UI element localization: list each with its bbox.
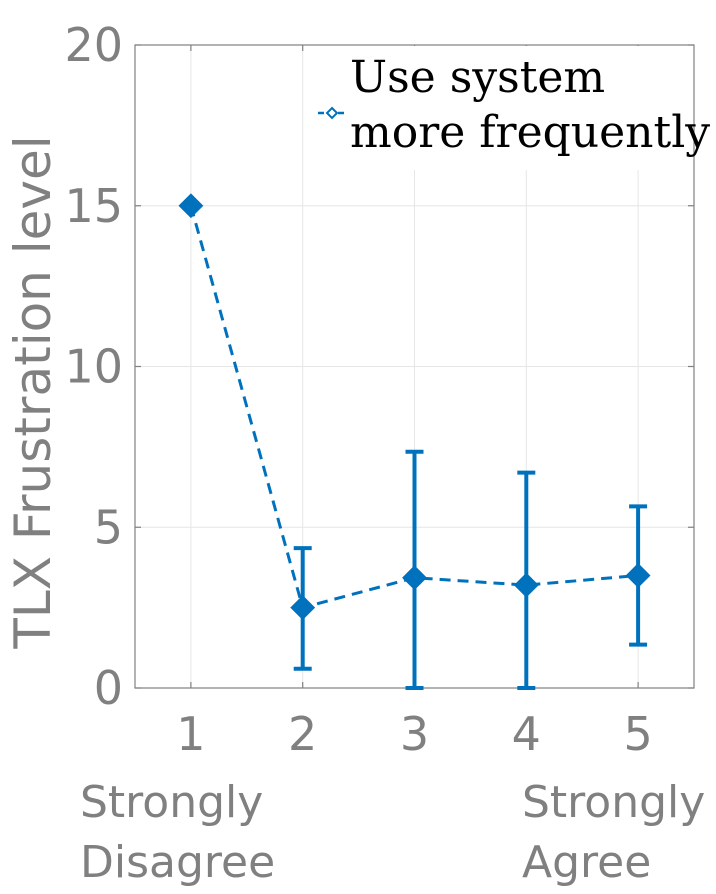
scale-anchor-left: Disagree	[80, 837, 275, 888]
x-tick-label: 3	[400, 707, 429, 761]
data-point	[178, 193, 204, 219]
y-axis-label: TLX Frustration level	[4, 135, 62, 649]
x-axis-ticks: 1 2 3 4 5	[176, 45, 653, 761]
x-tick-label: 1	[176, 707, 205, 761]
scale-anchor-labels: Strongly Disagree Strongly Agree	[80, 777, 705, 888]
legend-marker-sample	[325, 106, 339, 120]
scale-anchor-right: Strongly	[522, 777, 705, 828]
x-tick-label: 5	[623, 707, 652, 761]
series-group	[178, 193, 651, 690]
y-tick-label: 0	[94, 661, 123, 715]
data-point	[402, 565, 427, 591]
y-axis-ticks: 0 5 10 15 20	[64, 18, 694, 715]
scale-anchor-left: Strongly	[80, 777, 263, 828]
data-point	[625, 563, 651, 588]
x-tick-label: 2	[288, 707, 317, 761]
data-point	[290, 595, 316, 621]
x-tick-label: 4	[512, 707, 541, 761]
y-tick-label: 5	[94, 500, 123, 554]
legend-entry-label: Use system	[350, 52, 605, 103]
legend-entry-label: more frequently	[350, 107, 710, 158]
y-tick-label: 20	[64, 18, 123, 72]
legend-box	[305, 46, 693, 170]
data-point	[513, 572, 539, 598]
y-tick-label: 10	[64, 340, 123, 394]
scale-anchor-right: Agree	[522, 837, 651, 888]
y-tick-label: 15	[64, 179, 123, 233]
